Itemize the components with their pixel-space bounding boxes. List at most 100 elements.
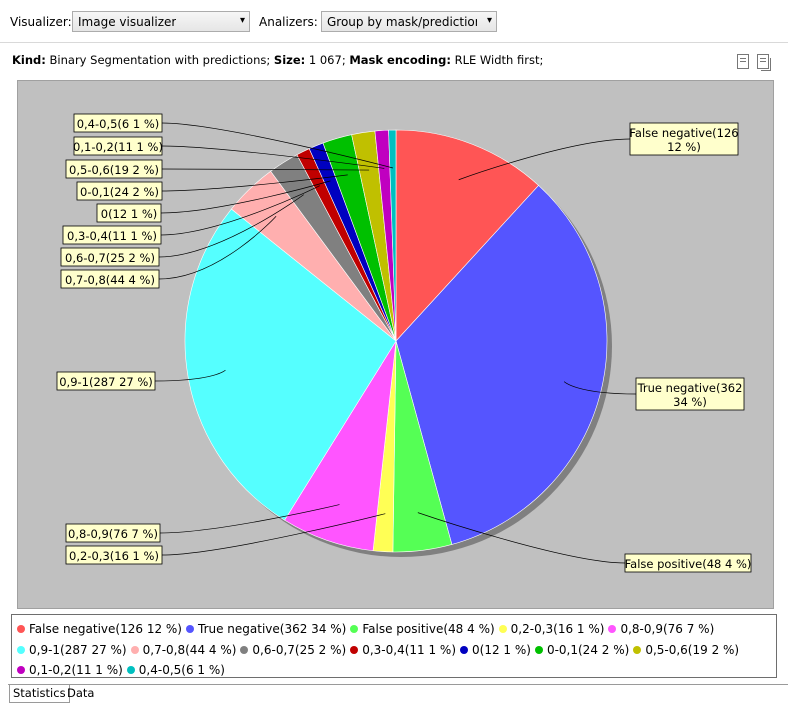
legend-item: 0,8-0,9(76 7 %) <box>608 619 714 640</box>
toolbar: Visualizer: Image visualizer ▾ Analizers… <box>0 0 788 43</box>
legend-item: 0,4-0,5(6 1 %) <box>126 660 225 681</box>
legend-label: 0,7-0,8(44 4 %) <box>142 642 237 657</box>
slice-label-box <box>56 371 156 391</box>
slice-label: 0,1-0,2(11 1 %) <box>73 140 163 154</box>
legend-label: 0,4-0,5(6 1 %) <box>138 663 225 677</box>
legend-label: 0,3-0,4(11 1 %) <box>362 642 457 657</box>
legend-swatch <box>460 645 469 654</box>
size-value: 1 067; <box>308 53 346 67</box>
slice-label-box <box>60 269 160 289</box>
slice-label: 0,8-0,9(76 7 %) <box>68 527 158 541</box>
legend-label: 0,6-0,7(25 2 %) <box>252 642 347 657</box>
tab-statistics[interactable]: Statistics <box>9 685 70 703</box>
slice-label: 0-0,1(24 2 %) <box>80 185 159 199</box>
legend-swatch <box>17 645 25 654</box>
document-export-icon[interactable] <box>737 54 749 69</box>
slice-label: 0,3-0,4(11 1 %) <box>67 229 157 243</box>
legend-item: 0,9-1(287 27 %) <box>17 640 127 661</box>
size-label: Size: <box>273 53 306 67</box>
slice-label-box <box>624 553 752 573</box>
pie-slice[interactable] <box>395 129 540 342</box>
legend-swatch <box>126 666 135 674</box>
slice-label: False positive(48 4 %) <box>625 557 752 571</box>
analyzers-label: Analizers: <box>259 15 318 29</box>
legend-item: 0,5-0,6(19 2 %) <box>633 640 739 661</box>
legend-swatch <box>633 645 642 654</box>
legend-swatch <box>17 625 25 633</box>
slice-label-box <box>76 181 163 201</box>
slice-label-box <box>635 377 745 411</box>
legend-item: 0,7-0,8(44 4 %) <box>130 640 237 661</box>
legend-swatch <box>350 645 359 654</box>
label-leader-line <box>458 138 631 181</box>
label-leader-line <box>154 369 226 382</box>
document-copy-icon[interactable] <box>757 54 769 69</box>
slice-label: False negative(126 12 %) <box>629 126 738 154</box>
chevron-down-icon: ▾ <box>486 15 492 26</box>
legend-swatch <box>534 645 543 654</box>
visualizer-select-value: Image visualizer <box>78 15 177 29</box>
slice-label: 0,6-0,7(25 2 %) <box>65 251 155 265</box>
encoding-label: Mask encoding: <box>349 53 451 67</box>
legend-item: True negative(362 34 %) <box>186 619 346 640</box>
slice-label: 0,2-0,3(16 1 %) <box>69 549 159 563</box>
legend-swatch <box>130 645 139 654</box>
pie-slice[interactable] <box>184 208 397 521</box>
slice-label: 0,5-0,6(19 2 %) <box>69 163 159 177</box>
legend-label: False negative(126 12 %) <box>29 622 182 636</box>
legend-swatch <box>608 625 617 633</box>
label-leader-line <box>160 180 331 214</box>
legend-item: 0(12 1 %) <box>460 640 531 661</box>
encoding-value: RLE Width first; <box>454 53 544 67</box>
analyzers-select[interactable]: Group by mask/prediction id ▾ <box>321 11 497 32</box>
label-leader-line <box>159 504 340 534</box>
label-leader-line <box>161 122 394 169</box>
legend-label: 0,1-0,2(11 1 %) <box>29 663 123 677</box>
pie-slice[interactable] <box>388 129 397 342</box>
legend-item: 0,1-0,2(11 1 %) <box>17 660 123 681</box>
dataset-info: Kind: Binary Segmentation with predictio… <box>12 53 543 67</box>
label-leader-line <box>161 145 385 169</box>
legend-label: 0,5-0,6(19 2 %) <box>645 642 740 657</box>
legend-swatch <box>186 625 194 633</box>
legend-label: 0,9-1(287 27 %) <box>29 642 127 657</box>
label-leader-line <box>563 381 637 395</box>
legend-item: 0-0,1(24 2 %) <box>534 640 629 661</box>
label-leader-line <box>158 194 304 258</box>
slice-label-box <box>60 247 160 267</box>
visualizer-select[interactable]: Image visualizer ▾ <box>72 11 250 32</box>
slice-label-box <box>73 136 163 156</box>
legend-label: 0,8-0,9(76 7 %) <box>620 622 715 636</box>
kind-label: Kind: <box>12 53 46 67</box>
slice-label-box <box>65 545 163 565</box>
legend-swatch <box>498 625 507 633</box>
tab-data[interactable]: Data <box>67 686 95 700</box>
slice-label-box <box>65 159 163 179</box>
label-leader-line <box>161 168 370 171</box>
legend-swatch <box>240 645 249 654</box>
analyzers-select-value: Group by mask/prediction id <box>327 15 477 29</box>
slice-label: True negative(362 34 %) <box>637 381 743 409</box>
chevron-down-icon: ▾ <box>239 15 245 26</box>
slice-label-box <box>73 113 163 133</box>
legend-item: 0,2-0,3(16 1 %) <box>498 619 604 640</box>
slice-label-box <box>629 122 739 156</box>
slice-label-box <box>96 203 162 223</box>
slice-label-box <box>62 225 162 245</box>
label-leader-line <box>417 512 626 564</box>
visualizer-label: Visualizer: <box>10 15 72 29</box>
legend-item: False positive(48 4 %) <box>350 619 495 640</box>
pie-chart: False negative(126 12 %) True negative(362… <box>56 113 752 573</box>
slice-label: 0,4-0,5(6 1 %) <box>77 117 160 131</box>
kind-value: Binary Segmentation with predictions; <box>49 53 271 67</box>
slice-label: 0,7-0,8(44 4 %) <box>65 273 155 287</box>
label-leader-line <box>160 185 320 236</box>
bottom-tabs: Statistics Data <box>0 684 788 714</box>
chart-legend: False negative(126 12 %) True negative(36… <box>11 614 777 678</box>
legend-item: False negative(126 12 %) <box>17 619 182 640</box>
legend-label: False positive(48 4 %) <box>362 622 495 636</box>
pie-slice[interactable] <box>395 185 608 545</box>
slice-label-box <box>65 523 161 543</box>
legend-label: True negative(362 34 %) <box>198 622 347 636</box>
legend-label: 0(12 1 %) <box>472 642 531 657</box>
